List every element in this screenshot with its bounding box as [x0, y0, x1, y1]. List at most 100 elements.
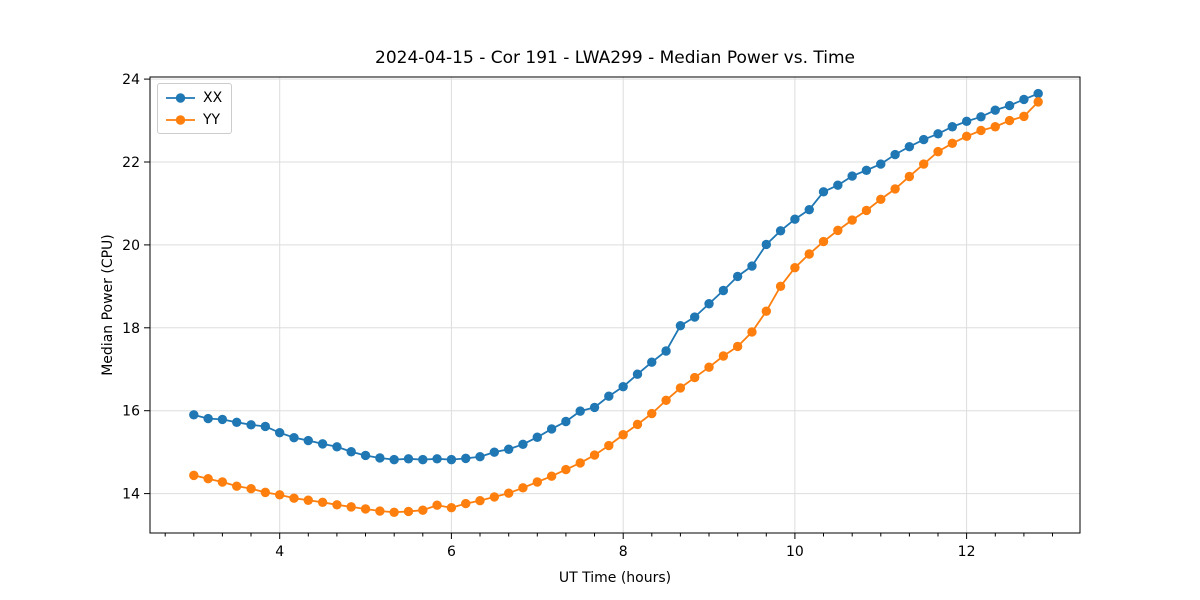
x-tick-label: 4 — [275, 544, 284, 560]
data-point — [203, 473, 213, 484]
data-point — [790, 262, 800, 273]
data-point — [761, 306, 772, 316]
data-point — [346, 447, 356, 457]
data-point — [732, 271, 743, 282]
y-tick-label: 24 — [122, 72, 140, 88]
data-point — [604, 440, 614, 451]
x-tick-label: 8 — [619, 544, 628, 560]
data-point — [704, 362, 714, 372]
data-point — [647, 408, 657, 419]
data-point — [1019, 94, 1029, 105]
data-point — [418, 454, 428, 465]
data-point — [861, 165, 872, 175]
y-tick-label: 18 — [122, 321, 140, 337]
data-point — [432, 500, 442, 510]
data-point — [446, 503, 457, 513]
data-point — [632, 369, 643, 379]
data-point — [1033, 97, 1043, 107]
data-point — [489, 447, 500, 457]
data-point — [489, 492, 500, 502]
data-point — [1019, 111, 1029, 122]
data-point — [503, 488, 514, 498]
x-tick-label: 10 — [786, 544, 804, 560]
data-point — [375, 453, 385, 463]
data-point — [919, 134, 929, 145]
data-point — [274, 490, 285, 500]
data-point — [604, 391, 614, 401]
data-point — [876, 194, 886, 204]
data-point — [461, 498, 471, 509]
data-point — [876, 159, 886, 169]
x-tick-label: 6 — [447, 544, 456, 560]
data-point — [947, 138, 958, 149]
data-point — [818, 236, 829, 247]
data-point — [403, 454, 414, 464]
data-point — [189, 410, 199, 420]
data-point — [389, 454, 399, 465]
data-point — [647, 357, 657, 367]
data-point — [632, 419, 643, 430]
legend: XX YY — [157, 83, 233, 134]
data-point — [375, 506, 385, 516]
data-point — [475, 495, 485, 506]
data-point — [289, 432, 299, 443]
data-point — [775, 226, 786, 236]
data-point — [446, 454, 457, 465]
data-point — [246, 420, 256, 430]
data-point — [804, 249, 814, 259]
data-point — [747, 261, 757, 271]
data-point — [976, 125, 986, 136]
data-point — [761, 239, 772, 250]
data-point — [790, 214, 800, 224]
data-point — [775, 281, 786, 292]
data-point — [575, 406, 585, 416]
x-axis-label: UT Time (hours) — [558, 570, 672, 586]
data-point — [203, 413, 213, 424]
data-point — [546, 424, 557, 434]
data-point — [704, 299, 714, 309]
series-yy — [189, 97, 1043, 517]
data-point — [732, 341, 743, 352]
data-point — [518, 439, 528, 449]
data-point — [990, 122, 1000, 132]
data-point — [589, 450, 600, 460]
data-point — [890, 149, 900, 160]
data-point — [847, 215, 857, 225]
data-point — [618, 381, 628, 392]
data-point — [217, 477, 228, 487]
data-point — [919, 159, 929, 169]
data-point — [675, 383, 686, 393]
legend-label-xx: XX — [203, 89, 223, 106]
data-point — [317, 497, 328, 508]
data-point — [332, 500, 342, 510]
gridlines — [150, 77, 1080, 533]
tick-labels: 4 6 8 10 12 14 16 18 20 22 24 — [122, 72, 975, 560]
data-point — [260, 421, 271, 432]
data-point — [976, 112, 986, 122]
data-point — [747, 327, 757, 337]
data-point — [689, 312, 700, 322]
data-point — [360, 450, 371, 461]
data-point — [360, 504, 371, 514]
x-tick-label: 12 — [958, 544, 976, 560]
data-point — [818, 187, 829, 197]
data-point — [432, 454, 442, 464]
data-point — [833, 225, 843, 236]
data-point — [475, 452, 485, 462]
data-point — [1004, 115, 1015, 126]
legend-label-yy: YY — [203, 111, 221, 128]
data-point — [718, 351, 729, 361]
data-point — [904, 141, 915, 152]
data-point — [403, 506, 414, 517]
data-point — [718, 285, 729, 296]
y-tick-label: 14 — [122, 487, 140, 503]
legend-line-marker-icon-yy — [166, 114, 195, 125]
data-point — [532, 432, 542, 442]
data-point — [332, 442, 342, 452]
y-tick-label: 16 — [122, 404, 140, 420]
data-point — [890, 184, 900, 194]
data-point — [346, 502, 356, 512]
data-point — [518, 483, 528, 493]
data-point — [575, 458, 585, 468]
data-point — [804, 204, 814, 215]
